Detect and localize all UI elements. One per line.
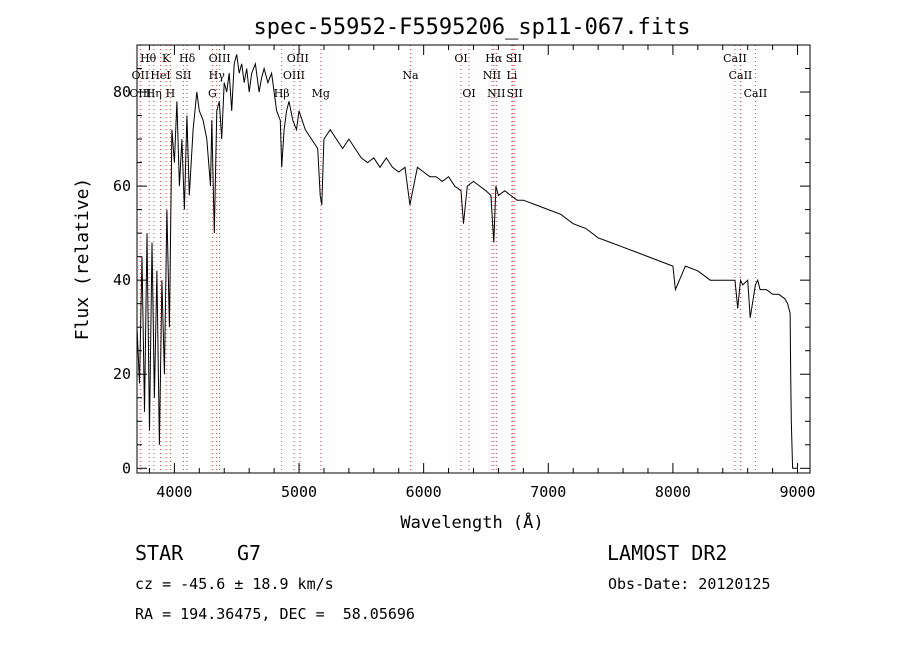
x-tick-label: 8000 bbox=[655, 483, 691, 501]
marker-label-Hη: Hη bbox=[146, 87, 162, 100]
subclass-label: G7 bbox=[237, 541, 262, 565]
marker-label-OIII: OIII bbox=[129, 87, 151, 100]
marker-label-Hβ: Hβ bbox=[274, 87, 290, 100]
spectrum-chart: spec-55952-F5595206_sp11-067.fits Hθ K Hδ O… bbox=[72, 15, 816, 533]
redshift-label: cz = -45.6 ± 18.9 km/s bbox=[135, 575, 334, 593]
marker-label-CaII: CaII bbox=[723, 52, 747, 65]
survey-label: LAMOST DR2 bbox=[607, 541, 728, 565]
class-label: STAR bbox=[135, 541, 184, 565]
x-tick-label: 9000 bbox=[779, 483, 815, 501]
x-axis: 4000 5000 6000 7000 8000 9000 bbox=[148, 45, 816, 501]
y-tick-label: 20 bbox=[113, 365, 131, 383]
y-axis-label: Flux (relative) bbox=[72, 178, 93, 341]
marker-label-CaII: CaII bbox=[729, 69, 753, 82]
marker-label-Hθ: Hθ bbox=[140, 52, 157, 65]
y-tick-label: 0 bbox=[122, 459, 131, 477]
marker-label-HeI: HeI bbox=[150, 69, 170, 82]
marker-label-Hγ: Hγ bbox=[209, 69, 226, 82]
marker-label-OIII: OIII bbox=[283, 69, 305, 82]
y-axis: 0 20 40 60 80 bbox=[113, 68, 810, 477]
marker-label-SII: SII bbox=[507, 87, 523, 100]
marker-label-SII: SII bbox=[506, 52, 522, 65]
marker-label-OIII: OIII bbox=[287, 52, 309, 65]
marker-label-CaII: CaII bbox=[744, 87, 768, 100]
marker-label-K: K bbox=[162, 52, 171, 65]
spectrum-series bbox=[136, 54, 798, 469]
x-tick-label: 5000 bbox=[281, 483, 317, 501]
marker-label-OII: OII bbox=[132, 69, 150, 82]
x-tick-label: 4000 bbox=[156, 483, 192, 501]
obs-date-label: Obs-Date: 20120125 bbox=[608, 575, 771, 593]
y-tick-label: 40 bbox=[113, 271, 131, 289]
marker-label-NII: NII bbox=[483, 69, 501, 82]
marker-label-OI: OI bbox=[462, 87, 475, 100]
marker-label-OI: OI bbox=[454, 52, 467, 65]
marker-label-Na: Na bbox=[402, 69, 419, 82]
x-tick-label: 6000 bbox=[406, 483, 442, 501]
marker-label-OIII: OIII bbox=[209, 52, 231, 65]
marker-label-G: G bbox=[208, 87, 217, 100]
x-tick-label: 7000 bbox=[530, 483, 566, 501]
line-markers bbox=[139, 45, 756, 473]
marker-label-NII: NII bbox=[487, 87, 505, 100]
x-axis-label: Wavelength (Å) bbox=[400, 511, 543, 533]
plot-frame bbox=[136, 44, 811, 474]
marker-label-SII: SII bbox=[175, 69, 191, 82]
marker-label-Li: Li bbox=[506, 69, 517, 82]
y-tick-label: 60 bbox=[113, 177, 131, 195]
marker-label-Mg: Mg bbox=[312, 87, 330, 100]
coords-label: RA = 194.36475, DEC = 58.05696 bbox=[135, 605, 415, 623]
marker-label-Hα: Hα bbox=[485, 52, 503, 65]
chart-title: spec-55952-F5595206_sp11-067.fits bbox=[253, 15, 690, 40]
marker-label-H: H bbox=[166, 87, 176, 100]
y-tick-label: 80 bbox=[113, 83, 131, 101]
marker-label-Hδ: Hδ bbox=[179, 52, 196, 65]
